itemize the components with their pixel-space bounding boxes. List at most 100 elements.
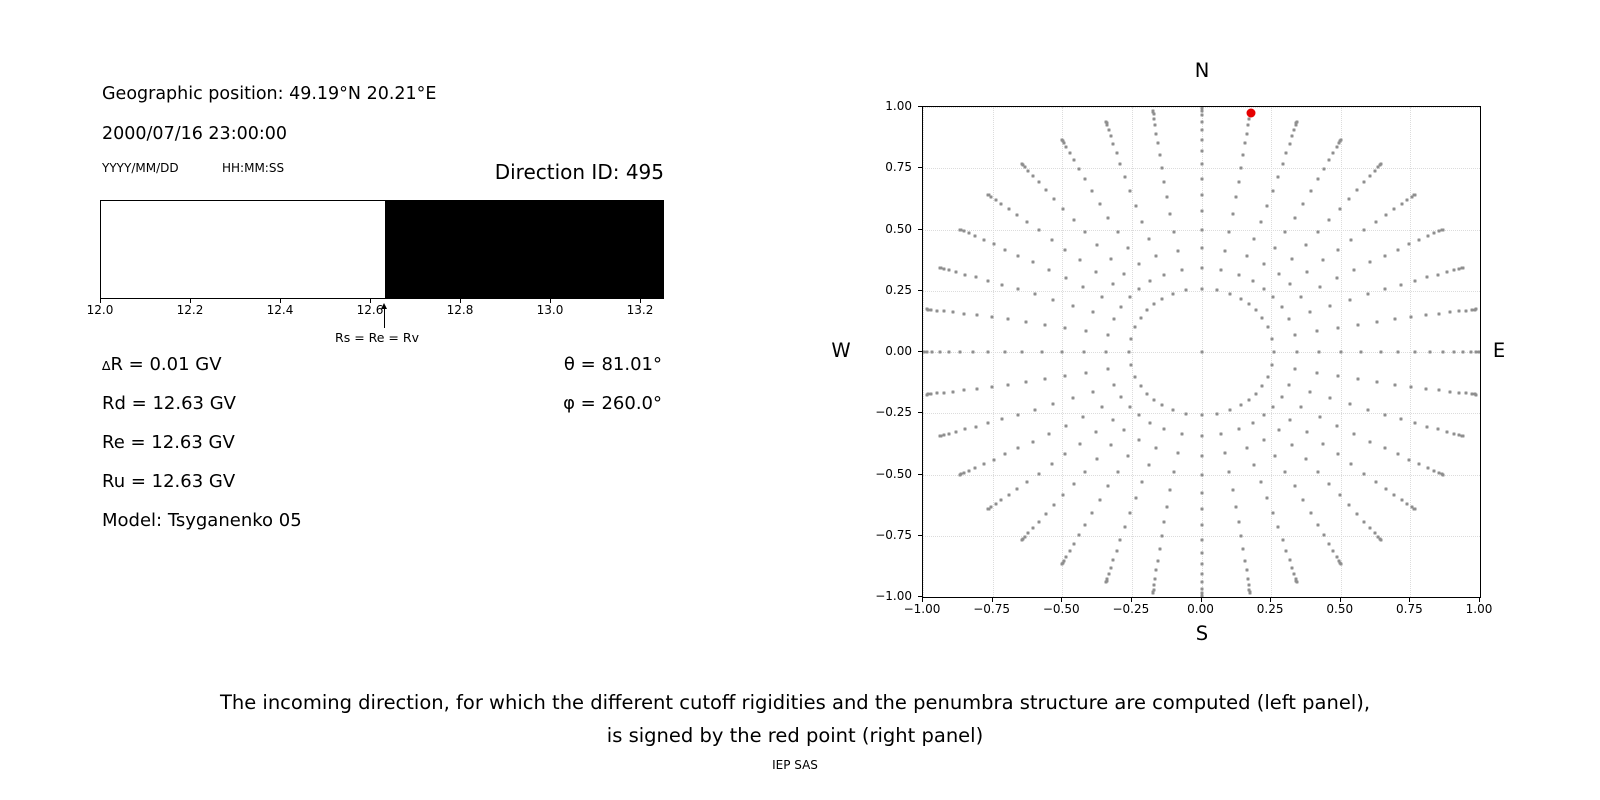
- direction-grid-point: [1095, 243, 1099, 247]
- direction-grid-point: [1396, 350, 1400, 354]
- direction-grid-point: [1050, 238, 1054, 242]
- direction-grid-point: [1200, 587, 1203, 591]
- direction-grid-point: [1318, 415, 1322, 419]
- direction-grid-point: [1160, 534, 1164, 538]
- direction-grid-point: [1309, 511, 1313, 515]
- direction-grid-point: [1322, 167, 1326, 171]
- direction-grid-point: [975, 313, 979, 317]
- direction-grid-point: [1347, 197, 1351, 201]
- direction-grid-point: [1425, 275, 1429, 279]
- direction-grid-point: [1068, 151, 1072, 155]
- direction-grid-point: [1288, 142, 1292, 146]
- direction-grid-point: [1352, 268, 1356, 272]
- direction-grid-point: [1270, 363, 1274, 367]
- direction-grid-point: [1316, 523, 1320, 527]
- direction-grid-point: [1043, 323, 1047, 327]
- direction-grid-point: [1227, 230, 1231, 234]
- direction-grid-point: [1156, 141, 1160, 145]
- direction-grid-point: [1063, 452, 1067, 456]
- direction-grid-point: [1140, 480, 1144, 484]
- direction-grid-point: [1317, 350, 1321, 354]
- direction-grid-point: [1040, 350, 1044, 354]
- penumbra-chart: [100, 200, 664, 299]
- direction-grid-point: [962, 312, 966, 316]
- direction-grid-point: [1396, 248, 1400, 252]
- direction-grid-point: [1228, 292, 1232, 296]
- direction-grid-point: [992, 242, 996, 246]
- direction-map-y-tick-label: −0.75: [875, 527, 912, 542]
- direction-grid-point: [1356, 323, 1360, 327]
- direction-grid-point: [1200, 193, 1203, 197]
- direction-grid-point: [1151, 109, 1155, 113]
- direction-grid-point: [1037, 180, 1041, 184]
- direction-grid-point: [1262, 413, 1266, 417]
- direction-grid-point: [1094, 270, 1098, 274]
- direction-grid-point: [1129, 363, 1133, 367]
- direction-grid-point: [994, 502, 998, 506]
- direction-grid-point: [1063, 326, 1067, 330]
- direction-grid-point: [1071, 304, 1075, 308]
- direction-grid-point: [1111, 282, 1115, 286]
- direction-grid-point: [1362, 228, 1366, 232]
- direction-grid-point: [1432, 469, 1436, 473]
- direction-grid-point: [1359, 350, 1363, 354]
- direction-grid-point: [1083, 523, 1087, 527]
- direction-grid-point: [951, 390, 955, 394]
- direction-grid-point: [1037, 472, 1041, 476]
- direction-grid-point: [1083, 470, 1087, 474]
- rd-value: Rd = 12.63 GV: [102, 393, 236, 414]
- direction-grid-point: [1200, 287, 1203, 291]
- direction-grid-point: [1200, 107, 1203, 109]
- direction-grid-point: [1152, 112, 1156, 116]
- direction-grid-point: [1200, 538, 1203, 542]
- direction-grid-point: [1061, 493, 1065, 497]
- datetime-text: 2000/07/16 23:00:00: [102, 124, 288, 144]
- direction-grid-point: [1100, 295, 1104, 299]
- direction-grid-point: [1109, 257, 1113, 261]
- direction-grid-point: [1158, 547, 1162, 551]
- direction-grid-point: [1293, 367, 1297, 371]
- direction-grid-point: [947, 350, 951, 354]
- direction-grid-point: [1393, 383, 1397, 387]
- direction-grid-point: [947, 268, 951, 272]
- gridline-vertical: [1480, 107, 1481, 597]
- direction-map-x-tick-label: 0.25: [1256, 602, 1284, 616]
- direction-grid-point: [1180, 432, 1184, 436]
- direction-grid-point: [1026, 531, 1030, 535]
- direction-grid-point: [1266, 375, 1270, 379]
- direction-grid-point: [1171, 292, 1175, 296]
- direction-grid-point: [989, 505, 993, 509]
- direction-grid-point: [1145, 392, 1149, 396]
- direction-grid-point: [1309, 189, 1313, 193]
- direction-grid-point: [925, 350, 929, 354]
- direction-grid-point: [1111, 558, 1115, 562]
- direction-grid-point: [942, 309, 946, 313]
- direction-grid-point: [1376, 165, 1380, 169]
- direction-grid-point: [1219, 432, 1223, 436]
- compass-north-label: N: [1194, 59, 1210, 82]
- direction-grid-point: [1007, 493, 1011, 497]
- direction-grid-point: [1078, 258, 1082, 262]
- direction-grid-point: [1252, 237, 1256, 241]
- direction-grid-point: [1384, 487, 1388, 491]
- direction-grid-point: [1409, 315, 1413, 319]
- direction-grid-point: [1000, 417, 1004, 421]
- direction-grid-point: [1200, 177, 1203, 181]
- direction-map-plot: [922, 106, 1481, 598]
- direction-grid-point: [1105, 123, 1109, 127]
- direction-grid-point: [1448, 390, 1452, 394]
- direction-grid-point: [1090, 189, 1094, 193]
- direction-grid-point: [1091, 310, 1095, 314]
- direction-grid-point: [1003, 452, 1007, 456]
- direction-grid-point: [1228, 408, 1232, 412]
- direction-grid-point: [1379, 538, 1383, 542]
- direction-grid-point: [1044, 512, 1048, 516]
- direction-grid-point: [1020, 538, 1024, 542]
- direction-grid-point: [1243, 141, 1247, 145]
- direction-grid-point: [975, 387, 979, 391]
- direction-grid-point: [942, 433, 946, 437]
- direction-grid-point: [1290, 566, 1294, 570]
- direction-grid-point: [1426, 466, 1430, 470]
- compass-east-label: E: [1492, 339, 1506, 362]
- direction-grid-point: [1355, 512, 1359, 516]
